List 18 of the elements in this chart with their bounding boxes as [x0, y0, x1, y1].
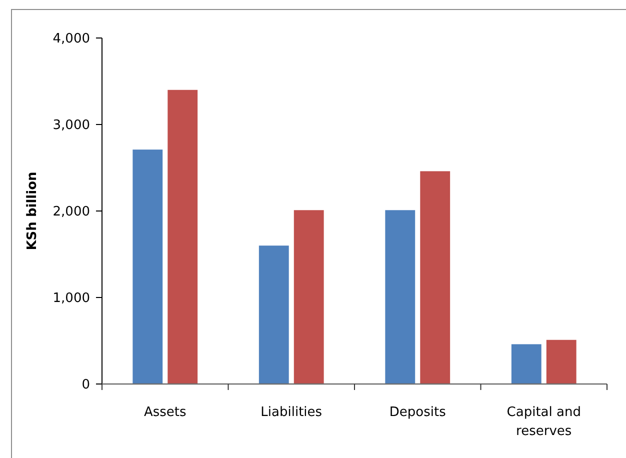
y-tick-label: 0 [82, 378, 90, 393]
x-tick-label: Deposits [389, 405, 446, 420]
y-tick-label: 4,000 [52, 32, 90, 47]
bar [420, 171, 450, 384]
bar [168, 90, 198, 384]
y-tick-label: 3,000 [52, 118, 90, 134]
bar [132, 150, 163, 384]
bar [294, 210, 324, 384]
x-tick-label: Liabilities [260, 405, 322, 420]
bar [385, 210, 416, 384]
y-tick-label: 2,000 [52, 204, 90, 220]
bar [546, 340, 576, 384]
bar [511, 344, 542, 384]
bar [258, 246, 289, 384]
y-tick-label: 1,000 [52, 291, 90, 306]
x-tick-label: Assets [144, 405, 187, 420]
y-axis-title: KSh billion [25, 172, 40, 250]
x-tick-label: Capital and reserves [506, 405, 581, 439]
